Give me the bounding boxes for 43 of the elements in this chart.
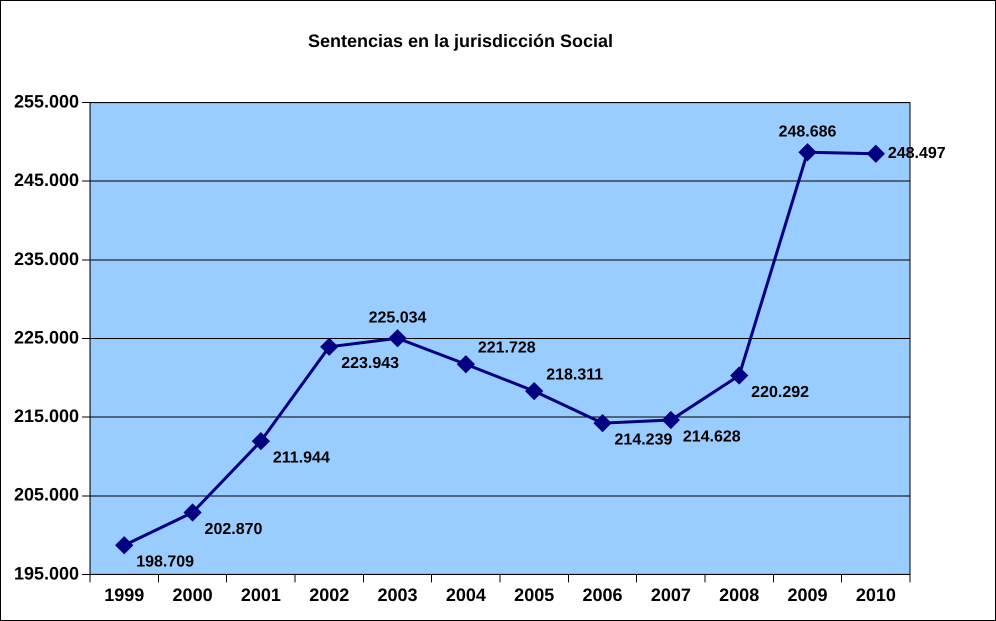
x-tick-label: 2008 [719, 585, 760, 606]
data-label: 198.709 [136, 554, 194, 571]
x-tick-label: 2006 [582, 585, 623, 606]
point [662, 412, 680, 429]
x-tick-label: 1999 [104, 585, 144, 606]
y-tick-label: 195.000 [14, 563, 80, 584]
data-label: 223.943 [341, 355, 400, 372]
x-tick-label: 2001 [240, 585, 281, 606]
x-tick-label: 2003 [378, 585, 418, 606]
point [184, 504, 202, 522]
y-tick-label: 225.000 [14, 327, 80, 348]
data-label: 214.628 [682, 428, 741, 446]
data-label: 202.870 [204, 520, 262, 538]
point [457, 356, 474, 373]
y-tick-label: 255.000 [14, 92, 80, 112]
y-tick-label: 205.000 [14, 484, 80, 505]
point [116, 536, 133, 554]
x-tick-label: 2000 [172, 585, 213, 606]
data-label: 218.311 [546, 366, 604, 384]
point [320, 338, 338, 356]
point [594, 414, 612, 432]
point [799, 144, 816, 161]
x-tick-label: 2009 [787, 585, 828, 606]
y-tick-label: 245.000 [14, 170, 80, 190]
x-tick-label: 2002 [309, 585, 350, 606]
point [389, 330, 406, 347]
point [526, 382, 543, 400]
y-tick-label: 235.000 [14, 248, 80, 269]
point [867, 145, 884, 162]
data-label: 221.728 [478, 340, 536, 357]
x-tick-label: 2005 [514, 585, 554, 606]
data-label: 225.034 [368, 310, 427, 327]
x-tick-label: 2010 [856, 585, 896, 606]
data-label: 248.686 [778, 124, 837, 141]
point [252, 432, 270, 450]
y-tick-label: 215.000 [14, 406, 80, 426]
data-label: 214.239 [614, 432, 672, 449]
x-tick-label: 2007 [650, 585, 691, 606]
data-label: 211.944 [272, 450, 330, 467]
x-tick-label: 2004 [446, 585, 486, 606]
chart-title: Sentencias en la jurisdicción Social [308, 30, 614, 51]
data-label: 220.292 [751, 384, 810, 401]
point [730, 367, 748, 384]
